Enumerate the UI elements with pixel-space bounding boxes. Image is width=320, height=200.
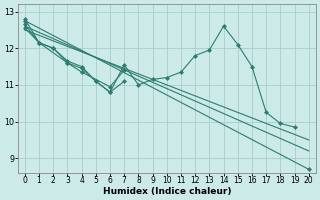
X-axis label: Humidex (Indice chaleur): Humidex (Indice chaleur) bbox=[102, 187, 231, 196]
